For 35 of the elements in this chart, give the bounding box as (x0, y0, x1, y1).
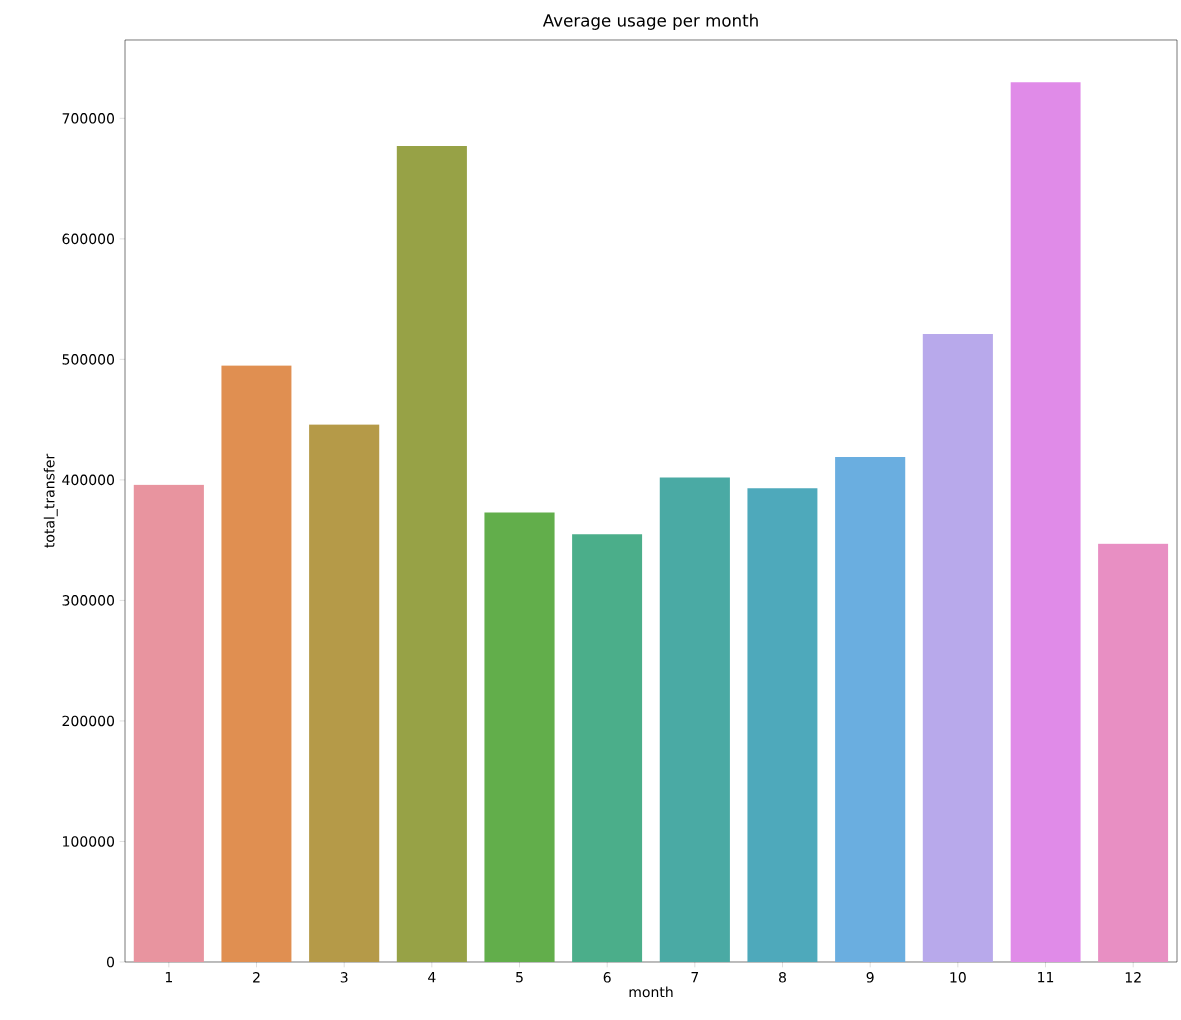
x-axis-title: month (629, 986, 673, 998)
bar (835, 457, 906, 962)
bar (484, 512, 555, 962)
bar (747, 488, 818, 962)
bar (1010, 82, 1081, 962)
chart-title: Average usage per month (542, 13, 758, 30)
x-tick-label: 12 (1125, 972, 1141, 983)
x-tick-label: 5 (516, 972, 523, 983)
y-axis-title: total_transfer (43, 453, 58, 548)
bar (309, 424, 380, 962)
x-tick-label: 2 (253, 972, 260, 983)
y-tick-label: 0 (106, 956, 115, 968)
y-tick-label: 500000 (62, 354, 115, 365)
x-tick-label: 3 (340, 972, 348, 983)
y-tick-label: 600000 (62, 233, 115, 245)
x-tick-label: 9 (866, 972, 874, 983)
x-tick-label: 10 (950, 972, 966, 983)
y-tick-label: 700000 (62, 113, 115, 124)
x-tick-label: 4 (428, 972, 436, 983)
bar (396, 146, 467, 962)
bar (133, 484, 204, 962)
x-tick-label: 11 (1038, 972, 1054, 983)
y-tick-label: 400000 (62, 474, 115, 486)
x-tick-label: 8 (778, 972, 786, 983)
x-tick-label: 1 (165, 972, 172, 983)
bar (572, 534, 643, 962)
bar (1098, 543, 1169, 962)
y-tick-label: 200000 (62, 715, 115, 727)
y-tick-label: 300000 (62, 595, 115, 606)
bar (659, 477, 730, 962)
x-tick-label: 7 (691, 972, 699, 983)
bar (221, 365, 292, 962)
y-tick-label: 100000 (63, 836, 115, 847)
x-tick-label: 6 (603, 972, 611, 983)
bar (922, 334, 993, 962)
